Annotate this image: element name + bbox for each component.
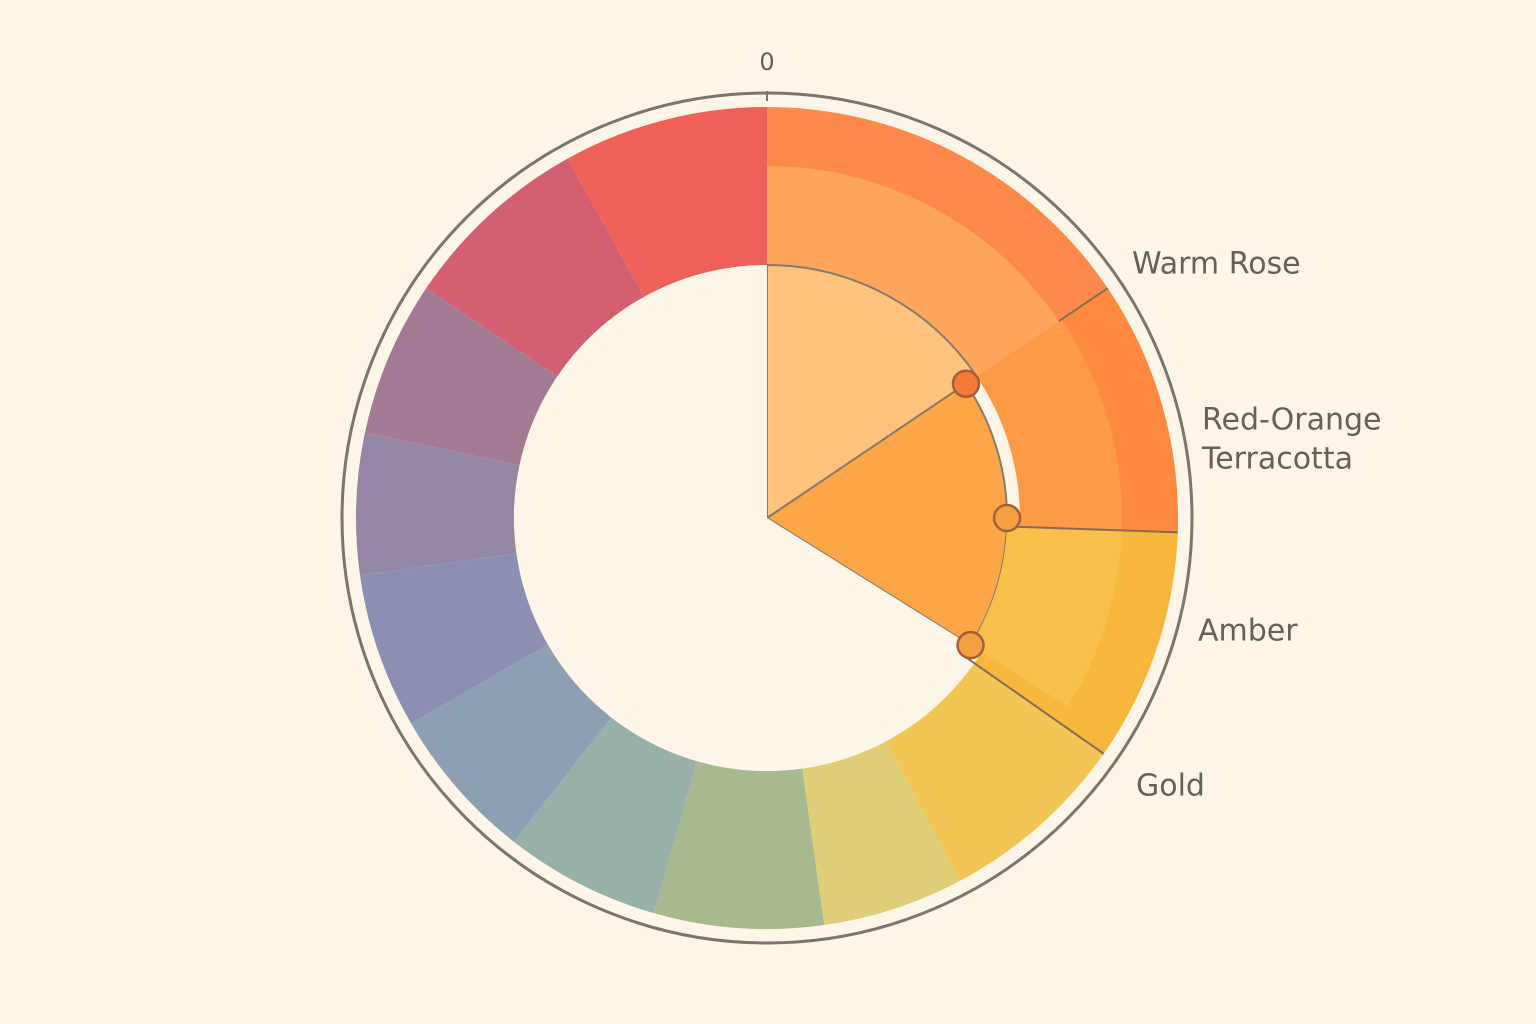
highlight-ring xyxy=(976,319,1122,531)
marker-dot xyxy=(956,630,985,660)
highlight-ring xyxy=(767,166,1059,377)
wheel-segment xyxy=(885,663,1104,881)
highlight-ring xyxy=(970,526,1122,707)
wheel-segment xyxy=(426,158,645,377)
wheel-segment xyxy=(567,107,767,297)
marker-dot xyxy=(951,369,981,399)
label: Gold xyxy=(1136,769,1205,804)
marker-dot xyxy=(992,503,1022,533)
tick-label: 0 xyxy=(759,48,774,76)
label: Amber xyxy=(1198,614,1298,649)
divider-line xyxy=(1006,525,1178,534)
label: Terracotta xyxy=(1201,442,1353,477)
wheel-segments xyxy=(355,107,1178,929)
wheel-segment xyxy=(513,717,698,914)
divider-line xyxy=(1058,287,1109,322)
wheel-segment xyxy=(802,741,960,926)
wheel-segment xyxy=(355,432,520,576)
wheel-segment xyxy=(653,761,825,929)
label: Red-Orange xyxy=(1202,403,1382,438)
inner-hole xyxy=(513,265,982,772)
label: Warm Rose xyxy=(1132,247,1301,282)
wheel-segment xyxy=(364,288,558,466)
highlight-core xyxy=(766,263,979,520)
divider-line xyxy=(963,654,1105,755)
wheel-segment xyxy=(411,644,612,842)
wheel-segment xyxy=(359,553,548,724)
